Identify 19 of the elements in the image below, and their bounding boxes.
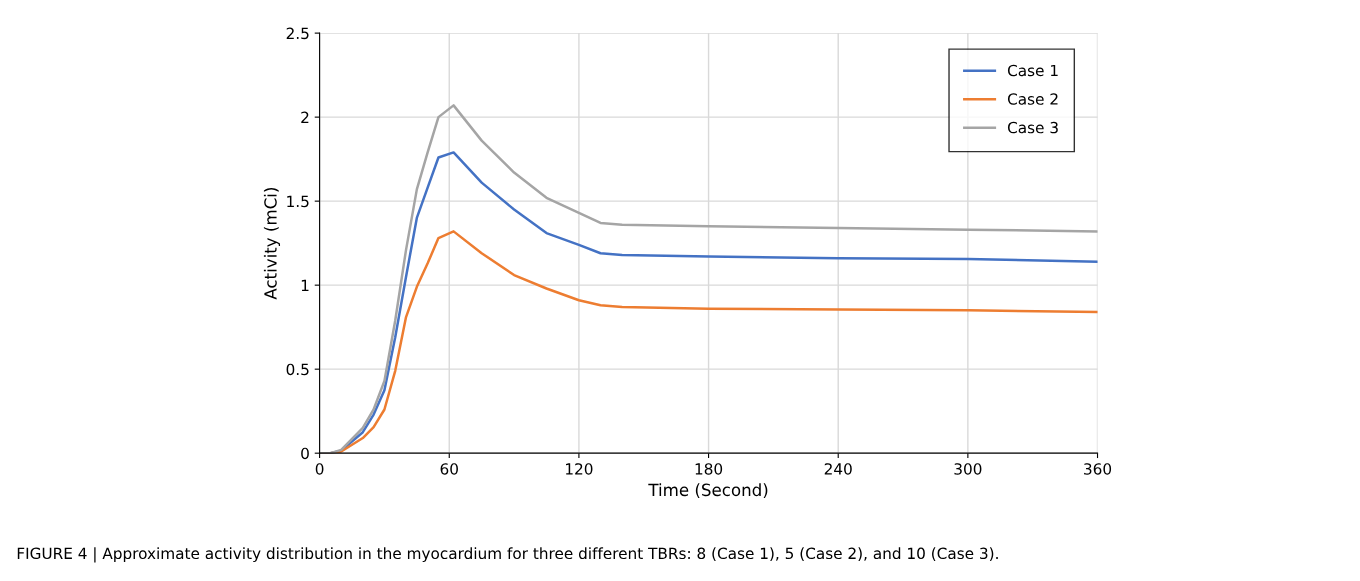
x-tick-label: 300 bbox=[954, 463, 982, 475]
x-tick-label: 0 bbox=[315, 463, 324, 475]
legend-label: Case 2 bbox=[1007, 93, 1058, 105]
legend-label: Case 3 bbox=[1007, 121, 1058, 134]
x-axis-title: Time (Second) bbox=[648, 483, 768, 499]
y-tick-label: 1 bbox=[301, 279, 309, 291]
x-tick-label: 60 bbox=[440, 463, 458, 475]
y-tick-label: 1.5 bbox=[287, 195, 309, 208]
y-tick-label: 0 bbox=[301, 447, 309, 460]
y-tick-label: 0.5 bbox=[286, 363, 309, 376]
y-tick-label: 2.5 bbox=[286, 27, 309, 40]
x-tick-label: 240 bbox=[824, 463, 852, 475]
y-axis-title: Activity (mCi) bbox=[263, 188, 281, 300]
x-tick-label: 360 bbox=[1084, 463, 1112, 475]
legend-label: Case 1 bbox=[1007, 64, 1058, 77]
x-tick-label: 120 bbox=[566, 463, 593, 475]
caption: FIGURE 4 | Approximate activity distribution in the myocardium for three different TBRs: 8 (Case 1), 5 (Case 2), and 10 (Case 3). bbox=[17, 547, 998, 563]
x-tick-label: 180 bbox=[695, 463, 723, 475]
y-tick-label: 2 bbox=[301, 111, 309, 123]
